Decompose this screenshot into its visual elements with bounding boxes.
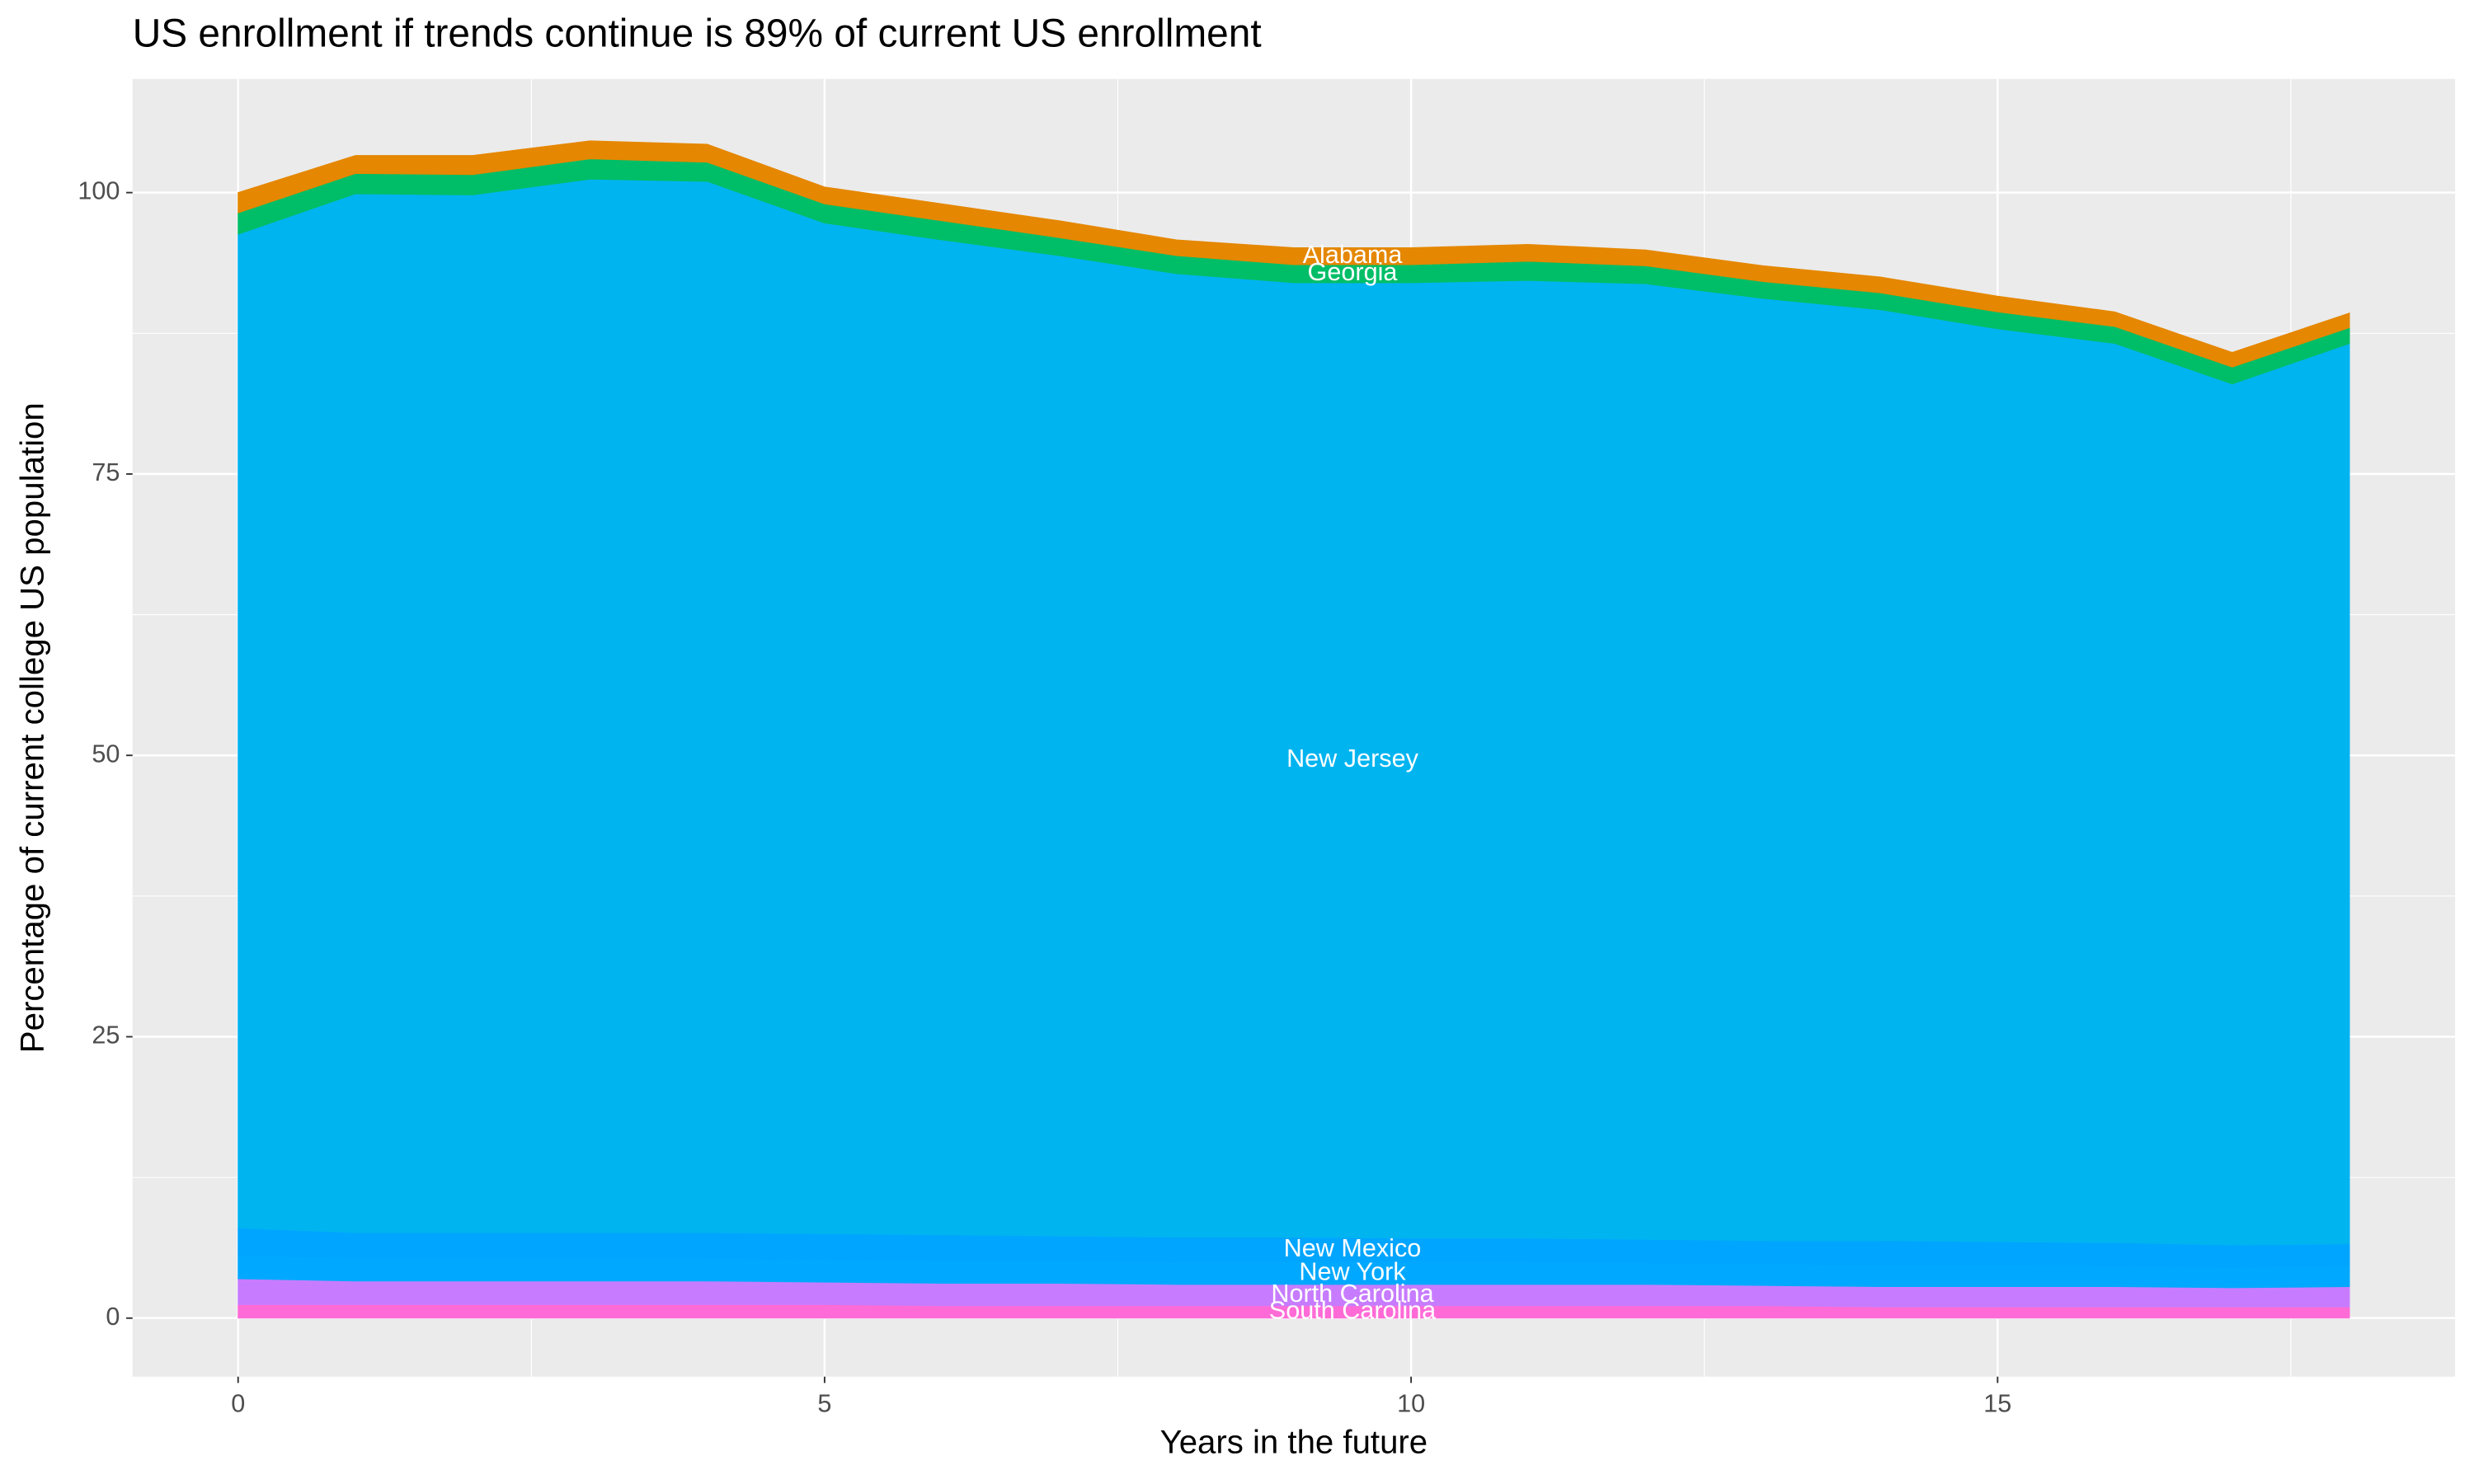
area-label: Alabama bbox=[1303, 241, 1404, 269]
y-tick-label: 100 bbox=[78, 177, 120, 205]
areas bbox=[238, 140, 2350, 1319]
area-label: New York bbox=[1299, 1257, 1406, 1285]
x-tick-label: 15 bbox=[1983, 1389, 2011, 1417]
y-tick-label: 25 bbox=[92, 1021, 120, 1050]
area-label: North Carolina bbox=[1271, 1280, 1434, 1308]
x-tick-label: 0 bbox=[231, 1389, 245, 1417]
y-tick-label: 0 bbox=[106, 1303, 120, 1331]
x-axis-label: Years in the future bbox=[1160, 1424, 1428, 1461]
area bbox=[238, 140, 2350, 368]
x-tick-label: 5 bbox=[817, 1389, 831, 1417]
axes: 0 25 50 75 100 0 5 10 15 bbox=[78, 177, 2011, 1418]
x-tick-label: 10 bbox=[1397, 1389, 1425, 1417]
y-tick-label: 75 bbox=[92, 458, 120, 486]
area-label: Georgia bbox=[1308, 258, 1399, 286]
chart-title: US enrollment if trends continue is 89% … bbox=[133, 12, 1262, 56]
y-tick-label: 50 bbox=[92, 740, 120, 768]
area-label: New Jersey bbox=[1286, 744, 1419, 773]
area-label: New Mexico bbox=[1284, 1234, 1422, 1262]
area-label: South Carolina bbox=[1269, 1296, 1437, 1324]
area bbox=[238, 178, 2350, 1246]
y-axis-label: Percentage of current college US populat… bbox=[14, 402, 51, 1053]
